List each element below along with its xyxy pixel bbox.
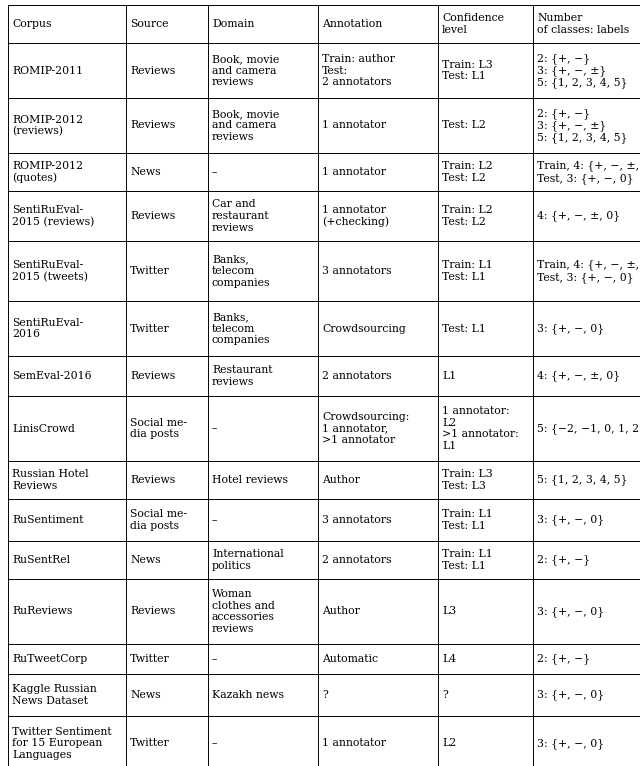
Text: SentiRuEval-
2015 (reviews): SentiRuEval- 2015 (reviews) xyxy=(12,205,94,227)
Text: 2: {+, −}: 2: {+, −} xyxy=(537,555,590,565)
Text: Test: L2: Test: L2 xyxy=(442,120,486,130)
Text: –: – xyxy=(212,654,218,664)
Text: 3: {+, −, 0}: 3: {+, −, 0} xyxy=(537,323,604,334)
Text: –: – xyxy=(212,515,218,525)
Text: Woman
clothes and
accessories
reviews: Woman clothes and accessories reviews xyxy=(212,589,275,634)
Text: ROMIP-2012
(reviews): ROMIP-2012 (reviews) xyxy=(12,114,83,136)
Text: Domain: Domain xyxy=(212,19,254,29)
Text: –: – xyxy=(212,424,218,434)
Text: Banks,
telecom
companies: Banks, telecom companies xyxy=(212,254,271,287)
Text: 1 annotator: 1 annotator xyxy=(322,120,386,130)
Text: Kaggle Russian
News Dataset: Kaggle Russian News Dataset xyxy=(12,684,97,705)
Text: Book, movie
and camera
reviews: Book, movie and camera reviews xyxy=(212,54,279,87)
Text: Train: author
Test:
2 annotators: Train: author Test: 2 annotators xyxy=(322,54,395,87)
Text: Crowdsourcing: Crowdsourcing xyxy=(322,323,406,333)
Text: 1 annotator: 1 annotator xyxy=(322,738,386,748)
Text: Number
of classes: labels: Number of classes: labels xyxy=(537,13,629,34)
Text: SemEval-2016: SemEval-2016 xyxy=(12,371,92,381)
Text: –: – xyxy=(212,167,218,177)
Text: 3: {+, −, 0}: 3: {+, −, 0} xyxy=(537,606,604,617)
Text: Train, 4: {+, −, ±, 0}
Test, 3: {+, −, 0}: Train, 4: {+, −, ±, 0} Test, 3: {+, −, 0… xyxy=(537,160,640,184)
Text: Reviews: Reviews xyxy=(130,475,175,485)
Text: L3: L3 xyxy=(442,607,456,617)
Text: ?: ? xyxy=(442,690,448,700)
Text: Train, 4: {+, −, ±, 0}
Test, 3: {+, −, 0}: Train, 4: {+, −, ±, 0} Test, 3: {+, −, 0… xyxy=(537,260,640,283)
Text: Reviews: Reviews xyxy=(130,66,175,76)
Text: 1 annotator:
L2
>1 annotator:
L1: 1 annotator: L2 >1 annotator: L1 xyxy=(442,406,519,451)
Text: Reviews: Reviews xyxy=(130,607,175,617)
Text: Train: L1
Test: L1: Train: L1 Test: L1 xyxy=(442,260,493,282)
Text: Banks,
telecom
companies: Banks, telecom companies xyxy=(212,312,271,345)
Text: Train: L1
Test: L1: Train: L1 Test: L1 xyxy=(442,549,493,571)
Text: ?: ? xyxy=(322,690,328,700)
Text: 2 annotators: 2 annotators xyxy=(322,555,392,565)
Text: ROMIP-2011: ROMIP-2011 xyxy=(12,66,83,76)
Text: 3: {+, −, 0}: 3: {+, −, 0} xyxy=(537,515,604,525)
Text: 5: {−2, −1, 0, 1, 2}: 5: {−2, −1, 0, 1, 2} xyxy=(537,423,640,434)
Text: Social me-
dia posts: Social me- dia posts xyxy=(130,417,187,439)
Text: RuTweetCorp: RuTweetCorp xyxy=(12,654,87,664)
Text: 4: {+, −, ±, 0}: 4: {+, −, ±, 0} xyxy=(537,371,620,381)
Text: Car and
restaurant
reviews: Car and restaurant reviews xyxy=(212,199,269,233)
Text: Twitter: Twitter xyxy=(130,654,170,664)
Text: 2: {+, −}
3: {+, −, ±}
5: {1, 2, 3, 4, 5}: 2: {+, −} 3: {+, −, ±} 5: {1, 2, 3, 4, 5… xyxy=(537,53,627,88)
Text: Train: L2
Test: L2: Train: L2 Test: L2 xyxy=(442,205,493,227)
Text: RuSentRel: RuSentRel xyxy=(12,555,70,565)
Text: ROMIP-2012
(quotes): ROMIP-2012 (quotes) xyxy=(12,161,83,183)
Text: Source: Source xyxy=(130,19,168,29)
Text: Train: L1
Test: L1: Train: L1 Test: L1 xyxy=(442,509,493,531)
Text: Russian Hotel
Reviews: Russian Hotel Reviews xyxy=(12,470,88,491)
Text: –: – xyxy=(212,738,218,748)
Text: L2: L2 xyxy=(442,738,456,748)
Text: Corpus: Corpus xyxy=(12,19,51,29)
Text: Train: L2
Test: L2: Train: L2 Test: L2 xyxy=(442,161,493,183)
Text: L4: L4 xyxy=(442,654,456,664)
Text: Book, movie
and camera
reviews: Book, movie and camera reviews xyxy=(212,109,279,142)
Text: 4: {+, −, ±, 0}: 4: {+, −, ±, 0} xyxy=(537,211,620,221)
Text: News: News xyxy=(130,690,161,700)
Text: Test: L1: Test: L1 xyxy=(442,323,486,333)
Text: Automatic: Automatic xyxy=(322,654,378,664)
Text: 1 annotator: 1 annotator xyxy=(322,167,386,177)
Text: Social me-
dia posts: Social me- dia posts xyxy=(130,509,187,531)
Text: International
politics: International politics xyxy=(212,549,284,571)
Text: Restaurant
reviews: Restaurant reviews xyxy=(212,365,273,387)
Text: Train: L3
Test: L3: Train: L3 Test: L3 xyxy=(442,470,493,491)
Text: Reviews: Reviews xyxy=(130,211,175,221)
Text: 2: {+, −}: 2: {+, −} xyxy=(537,653,590,664)
Text: 3: {+, −, 0}: 3: {+, −, 0} xyxy=(537,689,604,700)
Text: Twitter: Twitter xyxy=(130,323,170,333)
Text: 1 annotator
(+checking): 1 annotator (+checking) xyxy=(322,205,389,228)
Text: Reviews: Reviews xyxy=(130,120,175,130)
Text: SentiRuEval-
2015 (tweets): SentiRuEval- 2015 (tweets) xyxy=(12,260,88,282)
Text: Crowdsourcing:
1 annotator,
>1 annotator: Crowdsourcing: 1 annotator, >1 annotator xyxy=(322,412,410,445)
Text: Reviews: Reviews xyxy=(130,371,175,381)
Text: L1: L1 xyxy=(442,371,456,381)
Text: 3 annotators: 3 annotators xyxy=(322,266,392,276)
Text: 3 annotators: 3 annotators xyxy=(322,515,392,525)
Text: Annotation: Annotation xyxy=(322,19,382,29)
Text: Author: Author xyxy=(322,607,360,617)
Text: LinisCrowd: LinisCrowd xyxy=(12,424,75,434)
Text: 3: {+, −, 0}: 3: {+, −, 0} xyxy=(537,738,604,749)
Text: Train: L3
Test: L1: Train: L3 Test: L1 xyxy=(442,60,493,81)
Text: RuReviews: RuReviews xyxy=(12,607,72,617)
Text: Confidence
level: Confidence level xyxy=(442,13,504,34)
Text: Hotel reviews: Hotel reviews xyxy=(212,475,288,485)
Text: SentiRuEval-
2016: SentiRuEval- 2016 xyxy=(12,318,83,339)
Text: Twitter Sentiment
for 15 European
Languages: Twitter Sentiment for 15 European Langua… xyxy=(12,727,111,760)
Text: News: News xyxy=(130,167,161,177)
Text: Kazakh news: Kazakh news xyxy=(212,690,284,700)
Text: News: News xyxy=(130,555,161,565)
Text: Twitter: Twitter xyxy=(130,738,170,748)
Text: RuSentiment: RuSentiment xyxy=(12,515,83,525)
Text: 2: {+, −}
3: {+, −, ±}
5: {1, 2, 3, 4, 5}: 2: {+, −} 3: {+, −, ±} 5: {1, 2, 3, 4, 5… xyxy=(537,108,627,143)
Text: 2 annotators: 2 annotators xyxy=(322,371,392,381)
Text: 5: {1, 2, 3, 4, 5}: 5: {1, 2, 3, 4, 5} xyxy=(537,475,627,486)
Text: Author: Author xyxy=(322,475,360,485)
Text: Twitter: Twitter xyxy=(130,266,170,276)
